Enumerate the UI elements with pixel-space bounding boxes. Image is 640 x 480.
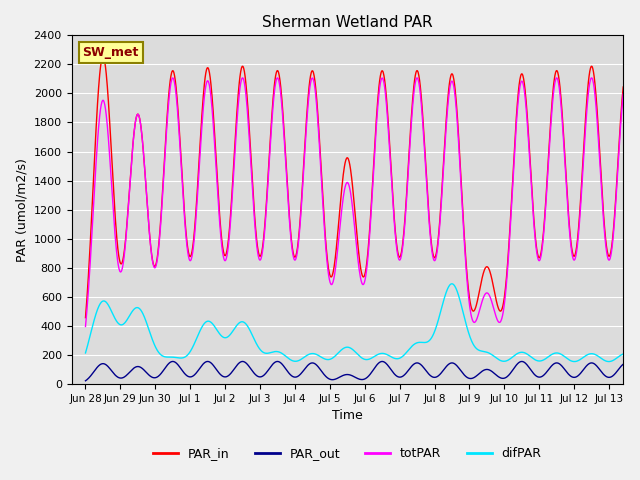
- Line: totPAR: totPAR: [86, 78, 640, 326]
- Text: SW_met: SW_met: [83, 46, 139, 59]
- totPAR: [169, 75, 177, 81]
- PAR_out: [239, 359, 246, 364]
- Legend: PAR_in, PAR_out, totPAR, difPAR: PAR_in, PAR_out, totPAR, difPAR: [148, 442, 547, 465]
- PAR_in: [99, 54, 107, 60]
- difPAR: [339, 346, 347, 351]
- difPAR: [579, 355, 586, 361]
- PAR_out: [633, 370, 640, 376]
- difPAR: [448, 281, 456, 287]
- PAR_in: [350, 201, 358, 206]
- difPAR: [169, 354, 177, 360]
- totPAR: [497, 319, 504, 325]
- PAR_out: [82, 378, 90, 384]
- PAR_out: [340, 372, 348, 378]
- totPAR: [633, 204, 640, 210]
- PAR_out: [350, 374, 358, 380]
- X-axis label: Time: Time: [332, 409, 363, 422]
- PAR_out: [497, 375, 504, 381]
- Title: Sherman Wetland PAR: Sherman Wetland PAR: [262, 15, 433, 30]
- totPAR: [579, 180, 586, 185]
- difPAR: [497, 358, 504, 363]
- PAR_out: [579, 369, 586, 374]
- Line: difPAR: difPAR: [86, 284, 640, 372]
- Line: PAR_in: PAR_in: [86, 57, 640, 318]
- totPAR: [340, 192, 348, 198]
- PAR_in: [340, 169, 348, 175]
- Line: PAR_out: PAR_out: [86, 361, 640, 381]
- PAR_in: [169, 68, 177, 74]
- PAR_out: [169, 359, 177, 364]
- Y-axis label: PAR (umol/m2/s): PAR (umol/m2/s): [15, 158, 28, 262]
- difPAR: [82, 350, 90, 356]
- difPAR: [633, 360, 640, 365]
- totPAR: [350, 220, 358, 226]
- PAR_in: [579, 172, 586, 178]
- difPAR: [350, 348, 358, 353]
- totPAR: [274, 75, 282, 81]
- PAR_in: [633, 200, 640, 205]
- totPAR: [82, 324, 90, 329]
- PAR_in: [497, 308, 504, 314]
- PAR_in: [82, 315, 90, 321]
